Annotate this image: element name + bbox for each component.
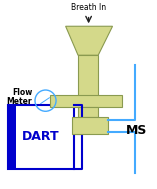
Bar bbox=[8, 105, 16, 169]
Text: MS: MS bbox=[126, 124, 147, 137]
Text: Flow: Flow bbox=[12, 88, 32, 97]
Text: Breath In: Breath In bbox=[71, 3, 106, 12]
Bar bbox=[8, 105, 74, 169]
Bar bbox=[72, 117, 108, 134]
Bar bbox=[78, 55, 98, 97]
Bar bbox=[74, 119, 82, 133]
Bar bbox=[78, 107, 98, 117]
Bar bbox=[50, 95, 122, 107]
Text: Meter: Meter bbox=[6, 97, 32, 106]
Text: DART: DART bbox=[22, 130, 60, 143]
Polygon shape bbox=[66, 26, 113, 55]
